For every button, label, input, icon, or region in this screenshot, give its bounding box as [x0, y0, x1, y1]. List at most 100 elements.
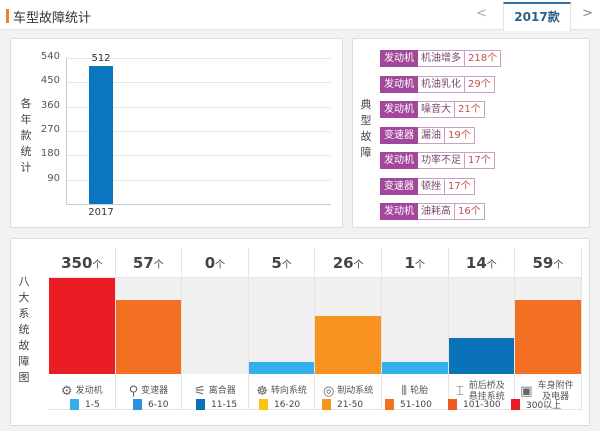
header: 车型故障统计 < 2017款 > [0, 0, 600, 31]
bar-value-label: 512 [91, 52, 111, 64]
system-bar [382, 362, 448, 374]
system-name: 转向系统 [270, 386, 307, 396]
legend-item: 21-50 [322, 398, 385, 411]
system-count: 350个 [49, 248, 115, 278]
fault-count: 29个 [465, 75, 495, 93]
system-count: 57个 [115, 248, 182, 278]
fault-name: 机油乳化 [418, 75, 465, 93]
y-axis [66, 58, 67, 204]
gear-shift-icon: ⚲ [128, 384, 139, 399]
gridline [66, 82, 331, 84]
typical-fault-item[interactable]: 变速器 漏油 19个 [380, 126, 475, 144]
x-axis [66, 204, 331, 205]
battery-icon: ▣ [520, 384, 533, 399]
system-count: 5个 [248, 248, 315, 278]
legend-item: 6-10 [133, 398, 196, 411]
y-tick-label: 270 [40, 124, 60, 135]
system-column[interactable]: 14个 ⌶ 前后桥及悬挂系统 [448, 248, 516, 410]
legend: 1-5 6-10 11-15 16-20 21-50 51-100 101-300 300以上 [70, 398, 574, 411]
system-bar-track [315, 278, 381, 374]
system-column[interactable]: 59个 ▣ 车身附件及电器 [515, 248, 582, 410]
legend-swatch [259, 399, 268, 410]
fault-count: 19个 [445, 126, 475, 144]
tab-2017[interactable]: 2017款 [503, 2, 571, 31]
bar-2017[interactable] [89, 65, 113, 204]
system-bar [315, 316, 381, 374]
legend-label: 21-50 [337, 399, 364, 410]
fault-category: 变速器 [380, 126, 418, 144]
system-column[interactable]: 5个 ☸ 转向系统 [248, 248, 316, 410]
next-year-button[interactable]: > [582, 6, 593, 21]
legend-swatch [385, 399, 394, 410]
system-column[interactable]: 0个 ⚟ 离合器 [182, 248, 249, 410]
fault-count: 21个 [455, 101, 485, 118]
typical-fault-item[interactable]: 发动机 功率不足 17个 [380, 152, 495, 169]
fault-category: 发动机 [380, 203, 418, 220]
fault-count: 17个 [465, 152, 495, 169]
system-count: 14个 [448, 248, 515, 278]
system-bar [448, 337, 515, 374]
typical-fault-item[interactable]: 发动机 噪音大 21个 [380, 101, 485, 118]
legend-label: 300以上 [526, 401, 562, 411]
system-bar-track [448, 278, 515, 374]
system-bar-track [248, 278, 315, 374]
fault-category: 发动机 [380, 152, 418, 169]
legend-swatch [196, 399, 205, 410]
system-count: 1个 [382, 248, 448, 278]
system-name: 离合器 [208, 386, 236, 396]
system-bar-track [49, 278, 115, 374]
gridline [66, 106, 331, 108]
legend-swatch [133, 399, 142, 410]
system-bar [49, 278, 115, 374]
system-name: 轮胎 [410, 386, 429, 396]
legend-label: 11-15 [211, 399, 238, 410]
typical-fault-item[interactable]: 发动机 机油乳化 29个 [380, 75, 495, 93]
system-column[interactable]: 57个 ⚲ 变速器 [115, 248, 183, 410]
fault-category: 发动机 [380, 50, 418, 67]
system-bar [115, 300, 182, 374]
gridline [66, 179, 331, 181]
fault-count: 16个 [455, 203, 485, 220]
system-bar-track [515, 278, 581, 374]
fault-name: 噪音大 [418, 101, 455, 118]
legend-label: 6-10 [148, 399, 169, 410]
fault-category: 发动机 [380, 75, 418, 93]
system-count: 59个 [515, 248, 581, 278]
legend-item: 51-100 [385, 398, 448, 411]
yearly-chart-panel: 各年款统计 90 180 270 360 450 540 512 2017 [10, 38, 343, 228]
fault-name: 功率不足 [418, 152, 465, 169]
x-tick-label: 2017 [88, 207, 114, 218]
typical-fault-item[interactable]: 发动机 油耗高 16个 [380, 203, 485, 220]
y-axis-label: 各年款统计 [20, 97, 32, 174]
typical-fault-item[interactable]: 变速器 顿挫 17个 [380, 177, 475, 195]
suspension-icon: ⌶ [455, 384, 464, 399]
legend-label: 1-5 [85, 399, 100, 410]
engine-icon: ⚙ [60, 384, 73, 399]
y-tick-label: 90 [47, 172, 60, 184]
legend-item: 11-15 [196, 398, 259, 411]
legend-label: 51-100 [400, 399, 432, 410]
system-column[interactable]: 1个 ⦀ 轮胎 [382, 248, 449, 410]
gridline [66, 58, 331, 59]
prev-year-button[interactable]: < [476, 6, 487, 21]
system-bar [515, 300, 581, 374]
system-count: 26个 [315, 248, 381, 278]
system-bar-track [182, 278, 248, 374]
system-count: 0个 [182, 248, 248, 278]
title-accent [6, 9, 9, 23]
y-tick-label: 540 [40, 51, 60, 62]
legend-item: 300以上 [511, 398, 574, 411]
legend-item: 16-20 [259, 398, 322, 411]
legend-swatch [322, 399, 331, 410]
typical-fault-item[interactable]: 发动机 机油增多 218个 [380, 50, 502, 67]
fault-name: 漏油 [418, 126, 445, 144]
system-name: 变速器 [141, 386, 169, 396]
legend-swatch [70, 399, 79, 410]
system-name: 发动机 [75, 386, 103, 396]
fault-name: 顿挫 [418, 177, 445, 195]
systems-label: 八大系统故障图 [18, 275, 30, 384]
system-column[interactable]: 26个 ◎ 制动系统 [315, 248, 382, 410]
fault-category: 发动机 [380, 101, 418, 118]
system-column[interactable]: 350个 ⚙ 发动机 [49, 248, 116, 410]
fault-name: 油耗高 [418, 203, 455, 220]
